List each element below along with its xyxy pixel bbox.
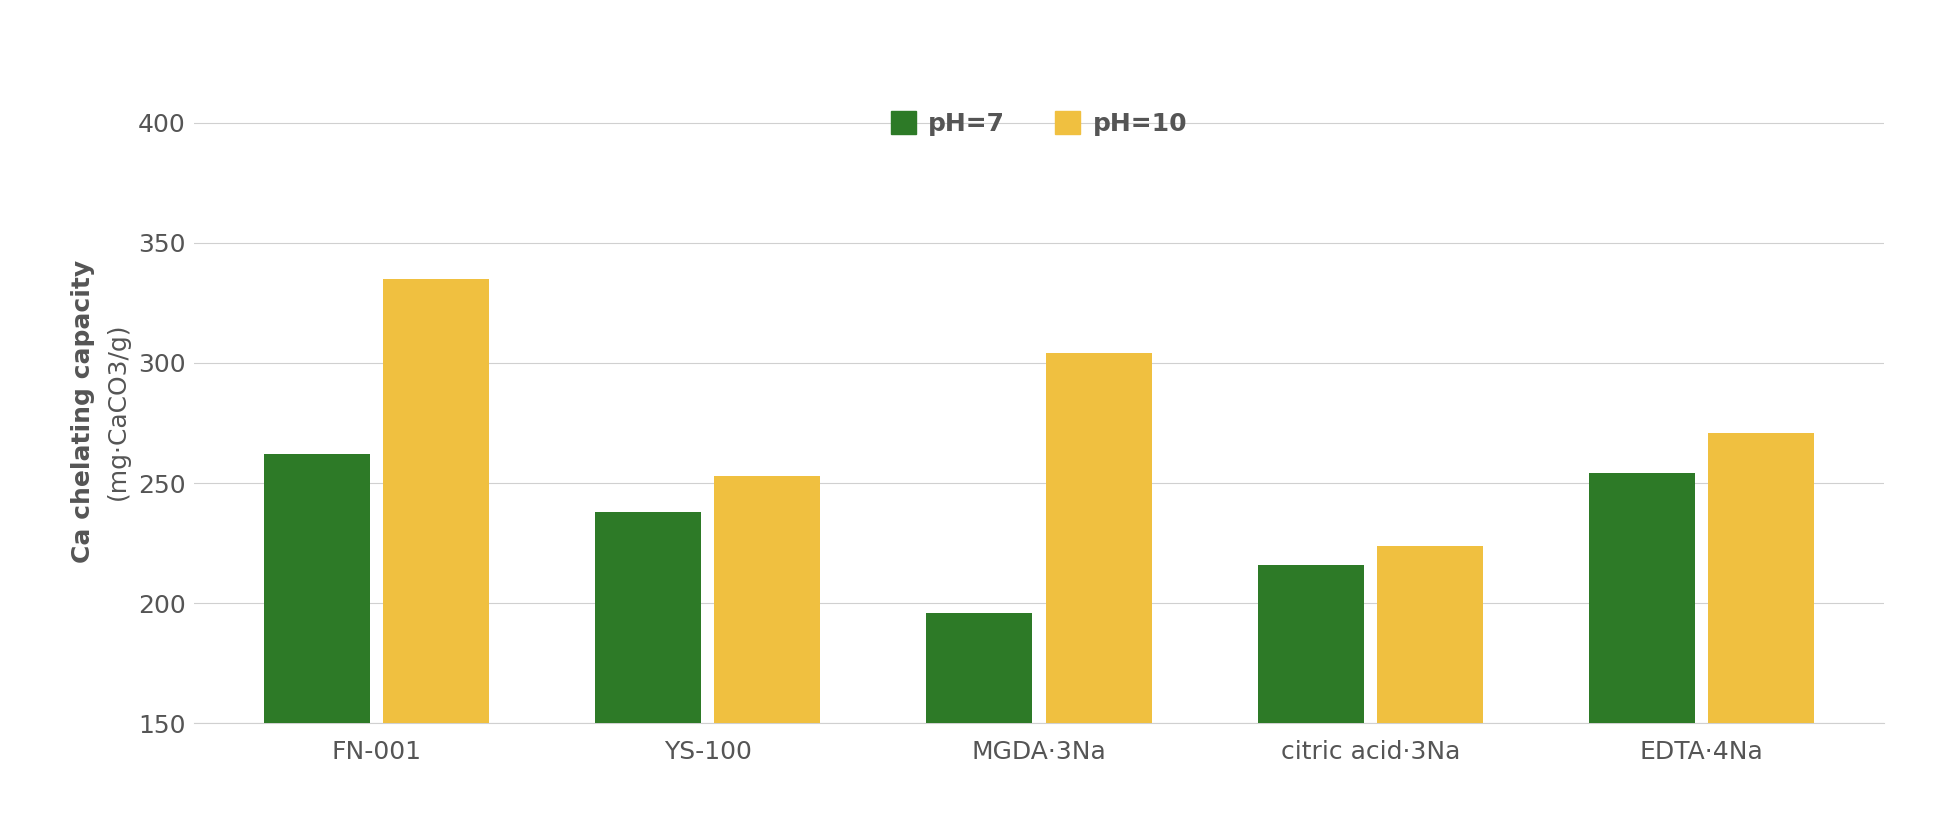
Legend: pH=7, pH=10: pH=7, pH=10 [891, 111, 1187, 136]
Bar [1709, 432, 1814, 822]
Bar [264, 455, 369, 822]
Bar [594, 512, 701, 822]
Bar [1258, 565, 1363, 822]
Text: (mg·CaCO3/g): (mg·CaCO3/g) [105, 322, 130, 500]
Bar [926, 613, 1033, 822]
Bar [383, 279, 489, 822]
Bar [715, 476, 820, 822]
Bar [1045, 353, 1152, 822]
Bar [1377, 546, 1484, 822]
Text: Ca chelating capacity: Ca chelating capacity [72, 260, 95, 562]
Bar [1589, 473, 1695, 822]
